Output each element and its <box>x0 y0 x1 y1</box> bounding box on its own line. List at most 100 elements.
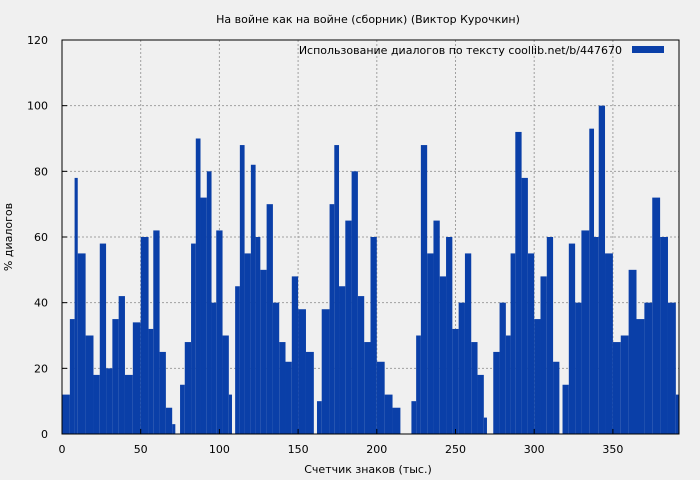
bar <box>427 253 434 434</box>
bar <box>464 253 472 434</box>
bar <box>211 302 217 434</box>
legend: Использование диалогов по тексту coollib… <box>299 44 664 57</box>
bar <box>493 351 500 434</box>
bar <box>106 368 113 434</box>
bar <box>416 335 421 434</box>
bar <box>471 342 478 434</box>
bar <box>420 145 428 435</box>
bar <box>148 328 154 434</box>
x-tick-label: 200 <box>366 443 387 456</box>
bar <box>172 424 176 434</box>
bar <box>510 253 516 434</box>
x-tick-label: 350 <box>602 443 623 456</box>
bar <box>140 237 149 434</box>
y-tick-label: 120 <box>27 34 48 47</box>
bar <box>222 335 229 434</box>
bar <box>77 253 86 434</box>
bar <box>505 335 511 434</box>
bar <box>184 342 192 434</box>
bar <box>132 322 141 434</box>
bar <box>334 145 340 435</box>
y-tick-label: 60 <box>34 231 48 244</box>
x-tick-label: 100 <box>209 443 230 456</box>
bar <box>250 164 256 434</box>
bar <box>345 220 352 434</box>
bar <box>321 309 330 434</box>
bar <box>562 384 569 434</box>
bar <box>521 177 528 434</box>
bar <box>291 276 299 434</box>
bar <box>62 394 70 434</box>
y-tick-label: 80 <box>34 165 48 178</box>
bar <box>93 374 100 434</box>
bar <box>620 335 629 434</box>
bar <box>279 342 286 434</box>
bar <box>376 361 385 434</box>
bar <box>540 276 547 434</box>
bar <box>235 286 240 434</box>
bar <box>266 204 273 434</box>
bar <box>339 286 346 434</box>
bar <box>458 302 465 434</box>
x-axis-label: Счетчик знаков (тыс.) <box>304 463 432 476</box>
bar <box>191 243 196 434</box>
bar <box>527 253 535 434</box>
bar <box>598 105 606 435</box>
chart-title: На войне как на войне (сборник) (Виктор … <box>216 13 520 26</box>
bar <box>589 128 595 434</box>
bar <box>636 319 645 434</box>
bar <box>85 335 94 434</box>
bar <box>200 197 207 434</box>
bar <box>364 342 371 434</box>
bar <box>534 319 541 434</box>
bar <box>329 204 335 434</box>
bar <box>180 384 185 434</box>
bar <box>165 407 173 434</box>
bar <box>644 302 653 434</box>
bar <box>74 177 78 434</box>
bar <box>553 361 560 434</box>
legend-swatch <box>632 46 664 53</box>
bar <box>195 138 201 434</box>
y-axis-label: % диалогов <box>2 203 15 271</box>
bar <box>159 351 166 434</box>
y-tick-label: 100 <box>27 100 48 113</box>
bar <box>69 319 75 434</box>
bar <box>499 302 506 434</box>
bar <box>255 237 261 434</box>
bar <box>112 319 119 434</box>
bar <box>667 302 676 434</box>
y-tick-label: 20 <box>34 362 48 375</box>
legend-label: Использование диалогов по тексту coollib… <box>299 44 622 57</box>
bar <box>316 401 322 434</box>
y-tick-label: 40 <box>34 297 48 310</box>
bar <box>575 302 582 434</box>
bar <box>99 243 107 434</box>
bar <box>594 237 599 434</box>
bar <box>515 131 522 434</box>
bar <box>392 407 401 434</box>
bar <box>452 328 459 434</box>
x-tick-label: 150 <box>288 443 309 456</box>
bar <box>605 253 613 434</box>
bar <box>351 171 358 435</box>
y-tick-label: 0 <box>41 428 48 441</box>
bar <box>652 197 661 434</box>
bar <box>285 361 292 434</box>
axis-ticks: 0 20 40 60 80 100 120 0 50 100 150 200 250 300 350 <box>27 34 623 456</box>
bar <box>483 417 487 434</box>
bar <box>260 269 267 434</box>
bar-series <box>62 105 679 435</box>
bar <box>612 342 621 434</box>
x-tick-label: 50 <box>134 443 148 456</box>
bar <box>384 394 393 434</box>
bar <box>675 394 679 434</box>
bar <box>216 230 223 434</box>
bar <box>446 237 453 434</box>
bar <box>305 351 314 434</box>
bar <box>272 302 280 434</box>
bar <box>118 296 125 434</box>
x-tick-label: 0 <box>59 443 66 456</box>
bar <box>153 230 160 434</box>
